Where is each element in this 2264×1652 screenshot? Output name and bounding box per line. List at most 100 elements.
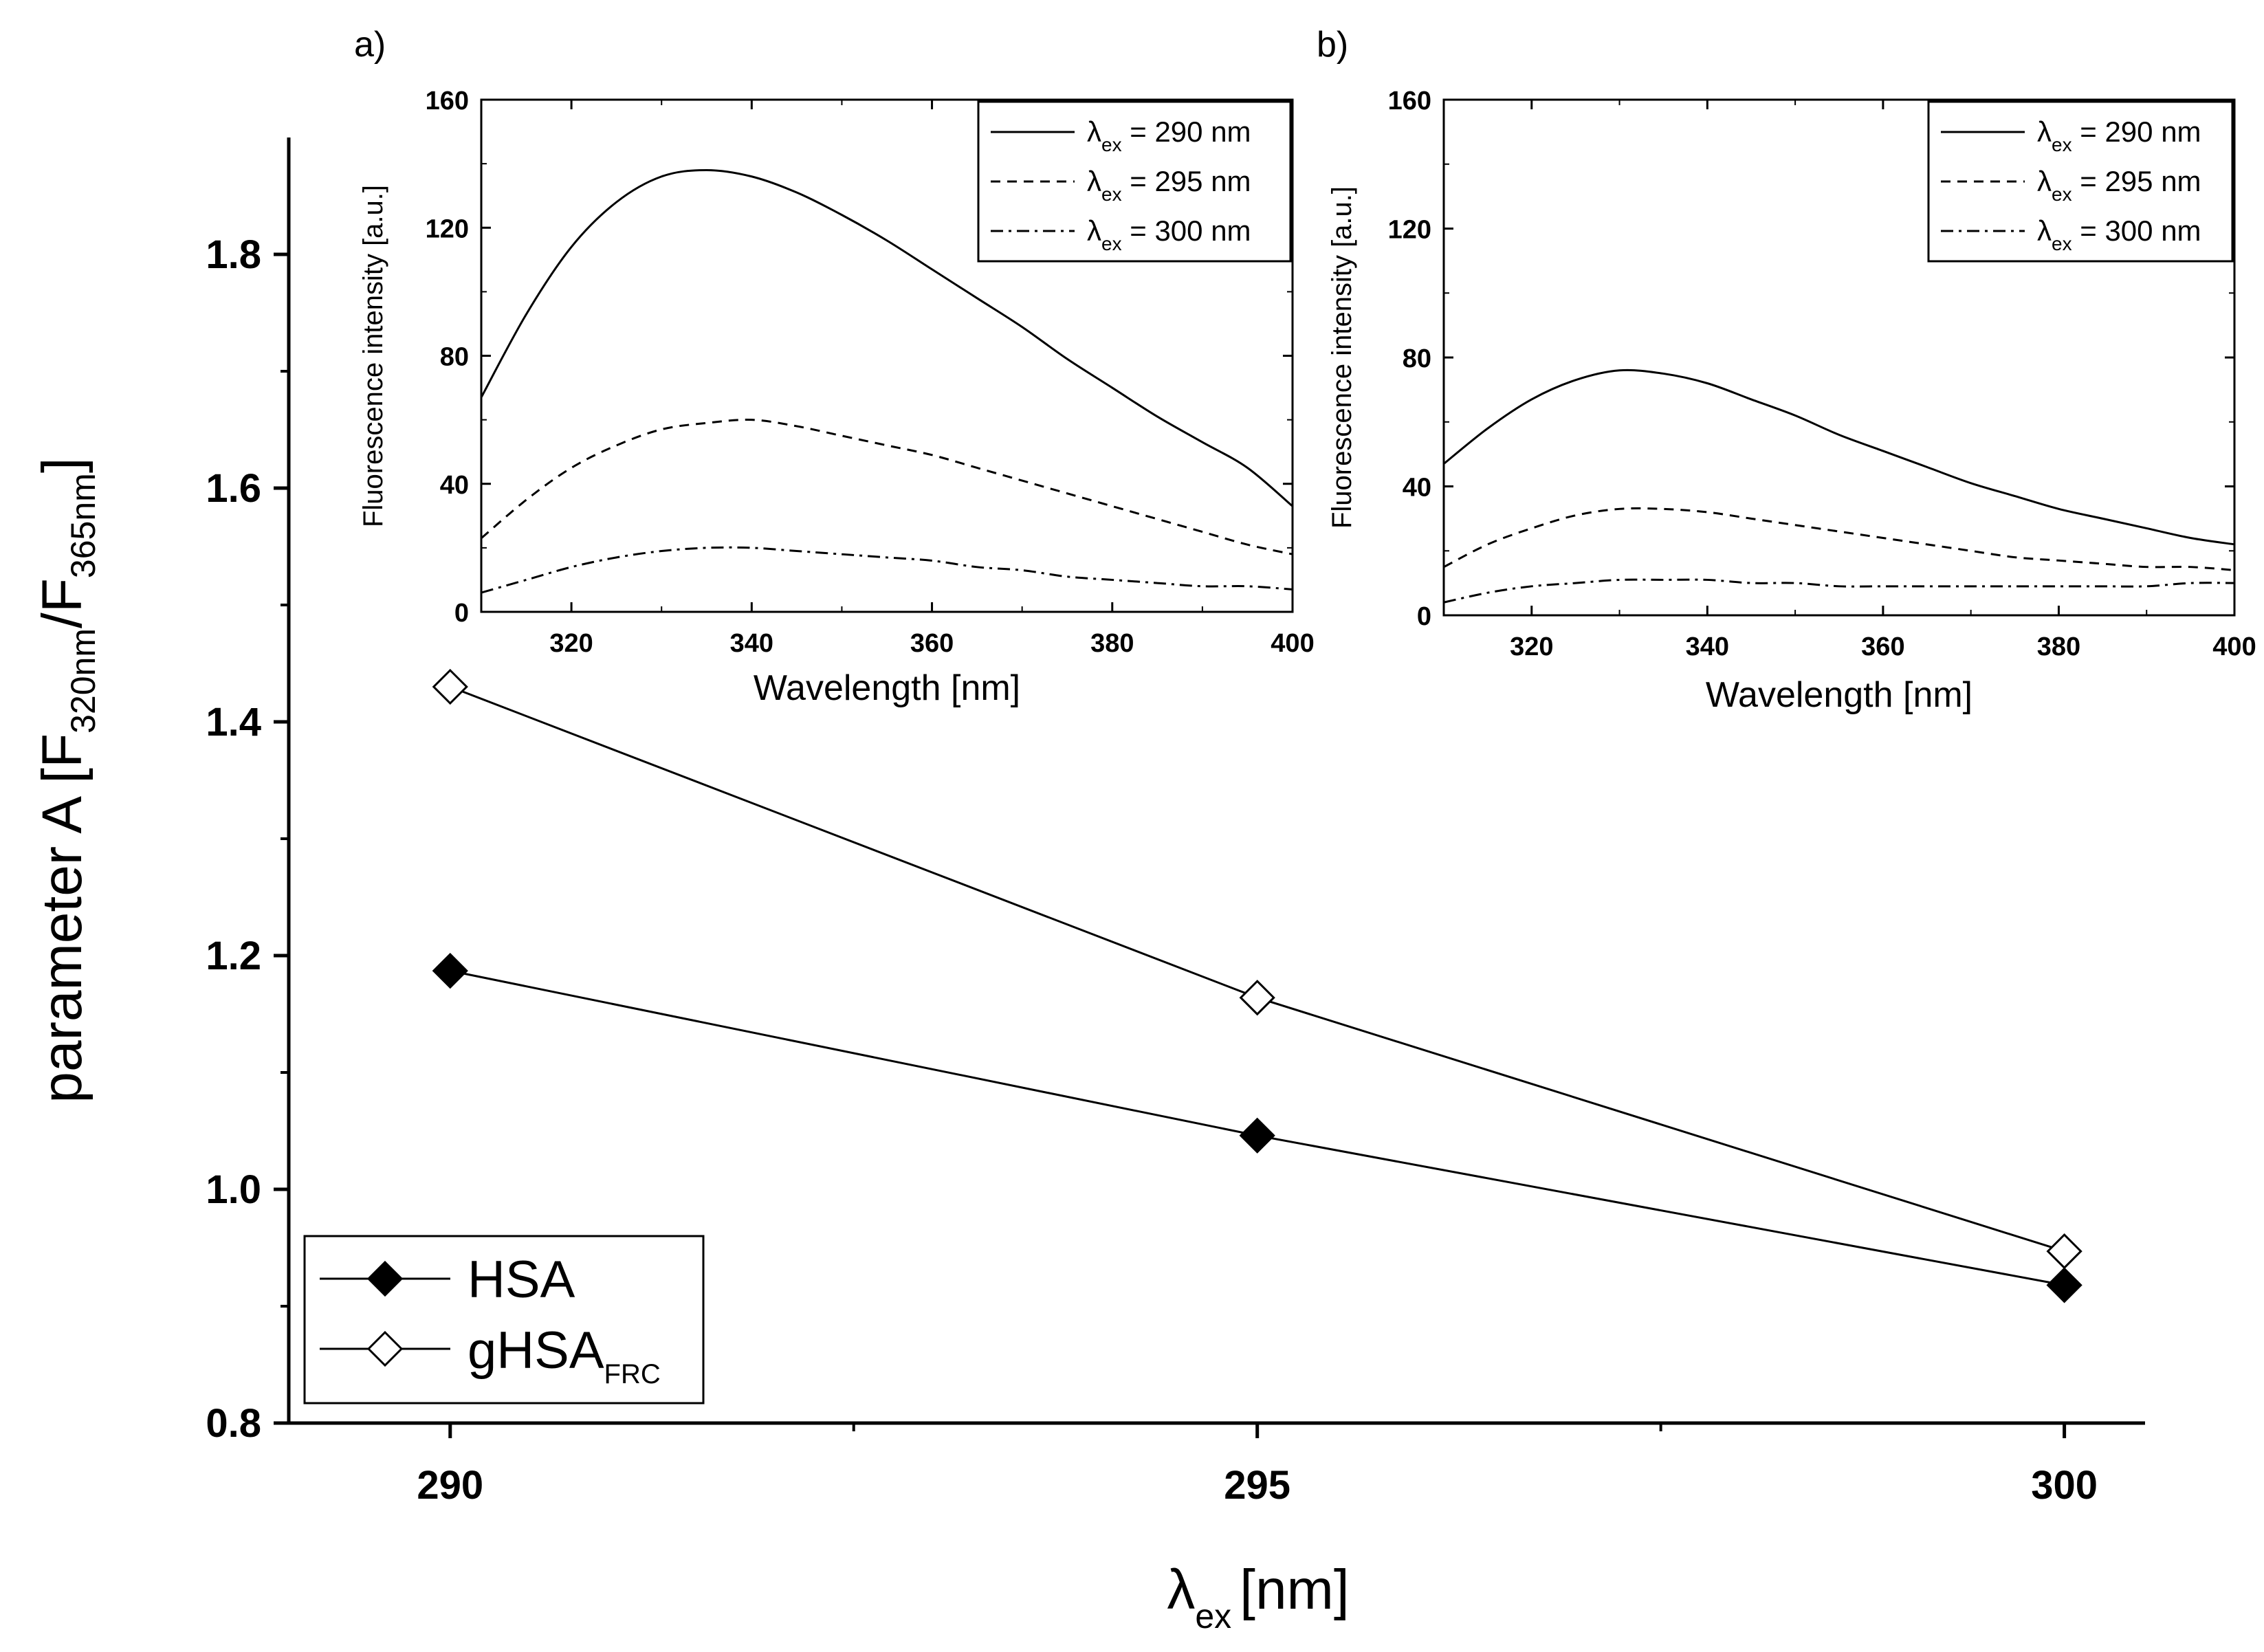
inset-b-legend-label: λex = 295 nm — [2037, 165, 2201, 205]
inset-a-y-axis-label: Fluorescence intensity [a.u.] — [358, 185, 388, 527]
inset-b-panel-label: b) — [1317, 25, 1348, 65]
inset-b-y-tick-label: 160 — [1388, 87, 1431, 115]
main-legend: HSA gHSAFRC — [303, 1235, 705, 1405]
inset-a-legend-sub: ex — [1101, 134, 1122, 155]
inset-b-y-tick-label: 80 — [1403, 344, 1431, 373]
inset-a-y-tick-label: 80 — [440, 343, 469, 372]
main-ylabel-part3: ] — [31, 457, 94, 473]
inset-a-ticks: 320 340 360 380 400 0 40 80 120 160 — [426, 87, 1315, 658]
inset-a-x-axis-label: Wavelength [nm] — [754, 668, 1020, 708]
inset-b-y-tick-label: 40 — [1403, 474, 1431, 503]
inset-b-legend-rest: = 295 nm — [2072, 165, 2201, 197]
main-x-ticks: 290 295 300 — [417, 1423, 2098, 1508]
inset-b-x-tick-label: 340 — [1686, 632, 1729, 661]
inset-a-curve-dashdot — [481, 546, 1293, 594]
inset-a-x-tick-label: 360 — [910, 629, 954, 658]
inset-a-chart: a) 320 340 360 380 400 0 40 80 120 160 Wavelength… — [354, 25, 1315, 708]
inset-b-legend-label: λex = 300 nm — [2037, 214, 2201, 254]
inset-b-legend-rest: = 300 nm — [2072, 214, 2201, 247]
main-point-hsa — [432, 952, 468, 989]
inset-b-legend-sub: ex — [2052, 233, 2072, 254]
inset-b-legend-sub: ex — [2052, 134, 2072, 155]
main-y-tick-label: 1.8 — [206, 232, 261, 277]
inset-a-series — [480, 168, 1293, 594]
inset-a-legend-rest: = 290 nm — [1122, 115, 1251, 148]
legend-ghsa-name: gHSA — [468, 1321, 604, 1380]
main-point-ghsa — [1239, 980, 1275, 1016]
inset-a-x-tick-label: 400 — [1271, 629, 1314, 658]
inset-b-legend-label: λex = 290 nm — [2037, 115, 2201, 155]
inset-a-curve-solid — [480, 168, 1293, 507]
inset-b-y-tick-label: 0 — [1417, 602, 1431, 631]
inset-b-legend-sub: ex — [2052, 184, 2072, 205]
main-x-tick-label: 295 — [1224, 1463, 1290, 1508]
inset-b-y-tick-label: 120 — [1388, 216, 1431, 245]
inset-b-y-axis-label: Fluorescence intensity [a.u.] — [1327, 186, 1357, 529]
main-y-tick-label: 1.4 — [206, 700, 261, 745]
main-x-tick-label: 290 — [417, 1463, 483, 1508]
inset-a-legend-sub: ex — [1101, 233, 1122, 254]
main-y-tick-label: 1.2 — [206, 934, 261, 978]
main-series — [432, 668, 2082, 1303]
main-x-tick-label: 300 — [2031, 1463, 2098, 1508]
main-xlabel-symbol: λ — [1167, 1559, 1195, 1621]
inset-a-x-tick-label: 380 — [1090, 629, 1134, 658]
main-legend-box — [303, 1235, 705, 1405]
inset-a-legend-label: λex = 290 nm — [1087, 115, 1251, 155]
main-xlabel-sub: ex — [1195, 1597, 1231, 1636]
inset-a-legend-sub: ex — [1101, 184, 1122, 205]
inset-b-x-axis-label: Wavelength [nm] — [1706, 675, 1972, 715]
main-point-ghsa — [432, 668, 468, 705]
legend-ghsa-sub: FRC — [604, 1359, 661, 1389]
inset-b-series — [1443, 368, 2235, 604]
inset-b-x-tick-label: 320 — [1510, 632, 1553, 661]
main-xlabel-unit: [nm] — [1240, 1559, 1349, 1621]
inset-a-legend-label: λex = 300 nm — [1087, 214, 1251, 254]
main-y-axis-label: parameter A [F320nm/F365nm] — [31, 457, 102, 1103]
inset-a-y-tick-label: 160 — [426, 87, 469, 115]
main-series-line-ghsa — [450, 685, 2065, 1253]
inset-b-ticks: 320 340 360 380 400 0 40 80 120 160 — [1388, 87, 2256, 661]
main-y-ticks: 0.8 1.0 1.2 1.4 1.6 1.8 — [206, 232, 289, 1446]
inset-b-x-tick-label: 380 — [2037, 632, 2080, 661]
main-ylabel-part1: parameter A [F — [31, 734, 94, 1103]
main-ylabel-sub1: 320nm — [64, 628, 102, 734]
main-ylabel-part2: /F — [31, 578, 94, 628]
inset-a-y-tick-label: 0 — [454, 599, 469, 628]
inset-a-x-tick-label: 340 — [730, 629, 773, 658]
inset-a-legend-symbol: λ — [1087, 214, 1101, 247]
inset-a-legend-rest: = 300 nm — [1122, 214, 1251, 247]
inset-a-y-tick-label: 120 — [426, 214, 469, 243]
inset-a-legend-symbol: λ — [1087, 115, 1101, 148]
inset-b-x-tick-label: 360 — [1861, 632, 1904, 661]
inset-b-chart: b) 320 340 360 380 400 0 40 80 120 160 Wavelength… — [1317, 25, 2256, 715]
inset-b-legend-symbol: λ — [2037, 165, 2052, 197]
main-point-ghsa — [2046, 1233, 2082, 1270]
inset-b-legend-symbol: λ — [2037, 115, 2052, 148]
inset-b-x-tick-label: 400 — [2212, 632, 2256, 661]
main-y-tick-label: 0.8 — [206, 1401, 261, 1446]
legend-hsa-label: HSA — [468, 1251, 575, 1309]
inset-a-y-tick-label: 40 — [440, 471, 469, 500]
inset-a-x-tick-label: 320 — [549, 629, 593, 658]
inset-a-panel-label: a) — [354, 25, 386, 65]
main-y-tick-label: 1.6 — [206, 466, 261, 511]
inset-a-legend-label: λex = 295 nm — [1087, 165, 1251, 205]
inset-b-legend-symbol: λ — [2037, 214, 2052, 247]
main-y-tick-label: 1.0 — [206, 1167, 261, 1212]
main-x-axis-label: λex [nm] — [1167, 1559, 1349, 1636]
legend-ghsa-marker — [366, 1330, 404, 1367]
legend-ghsa-label: gHSAFRC — [468, 1321, 661, 1389]
inset-a-legend-rest: = 295 nm — [1122, 165, 1251, 197]
inset-b-legend-rest: = 290 nm — [2072, 115, 2201, 148]
main-axes — [287, 137, 2145, 1425]
main-point-hsa — [2046, 1267, 2082, 1303]
main-ylabel-sub2: 365nm — [64, 473, 102, 578]
legend-hsa-marker — [366, 1260, 404, 1297]
main-point-hsa — [1239, 1117, 1275, 1154]
inset-a-legend-symbol: λ — [1087, 165, 1101, 197]
inset-b-curve-dashdot — [1443, 578, 2235, 604]
